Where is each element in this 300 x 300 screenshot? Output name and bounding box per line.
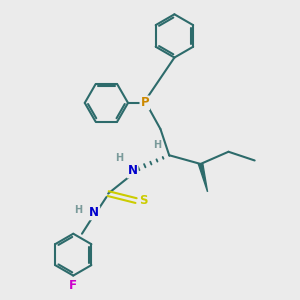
Text: P: P — [140, 96, 149, 110]
Text: N: N — [89, 206, 99, 219]
Text: H: H — [74, 205, 83, 215]
Text: F: F — [69, 279, 77, 292]
Text: S: S — [140, 194, 148, 207]
Text: H: H — [115, 153, 123, 163]
Text: N: N — [128, 164, 138, 177]
Text: H: H — [153, 140, 161, 151]
Polygon shape — [198, 164, 208, 192]
